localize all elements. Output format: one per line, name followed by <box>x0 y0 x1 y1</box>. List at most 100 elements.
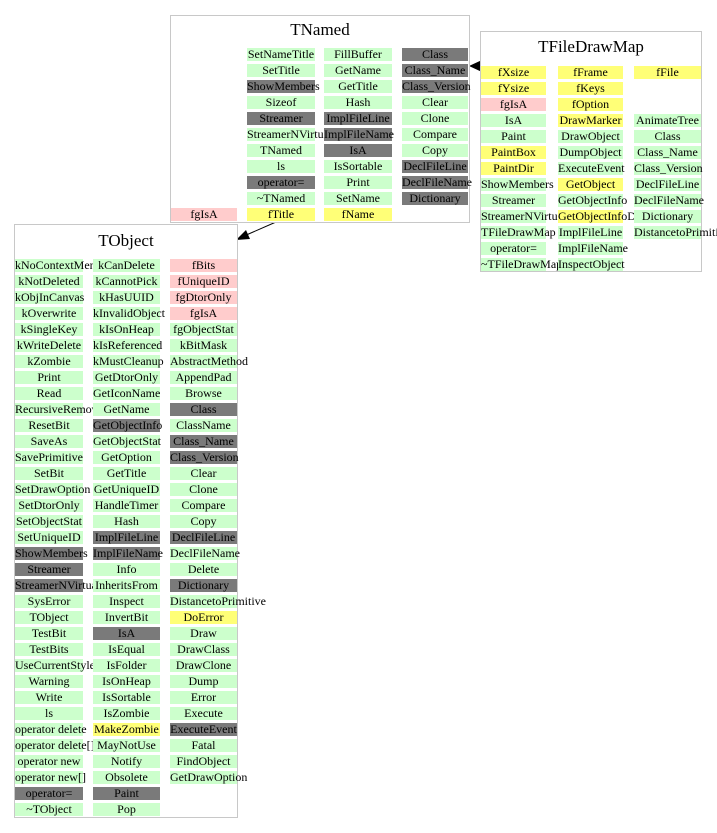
tobject-member-2-19: Delete <box>170 563 237 576</box>
tnamed-member-2-4: Clone <box>402 112 468 125</box>
tnamed-member-2-9: Dictionary <box>402 192 468 205</box>
tfiledrawmap-member-1-2: fOption <box>558 98 623 111</box>
tobject-member-0-6: kZombie <box>15 355 83 368</box>
tfiledrawmap-member-0-10: TFileDrawMap <box>481 225 556 239</box>
tobject-member-0-34: ~TObject <box>15 803 83 816</box>
tobject-member-2-2: fgDtorOnly <box>170 291 237 304</box>
tfiledrawmap-member-0-2: fgIsA <box>481 98 546 111</box>
tobject-member-2-22: DoError <box>170 611 237 624</box>
tobject-member-1-12: GetOption <box>93 451 160 464</box>
tnamed-member-1-10: fName <box>324 208 392 221</box>
tobject-member-2-17: DeclFileLine <box>170 530 237 544</box>
tfiledrawmap-member-1-12: InspectObject <box>558 257 625 271</box>
tfiledrawmap-member-0-12: ~TFileDrawMap <box>481 257 563 271</box>
tobject-member-0-17: SetUniqueID <box>15 531 83 544</box>
tfiledrawmap-member-1-7: GetObject <box>558 178 623 191</box>
tobject-member-2-32: GetDrawOption <box>170 770 248 784</box>
tnamed-member-1-8: Print <box>324 176 392 189</box>
tfiledrawmap-member-1-10: ImplFileLine <box>558 225 623 239</box>
tnamed-member-0-8: operator= <box>247 176 315 189</box>
tobject-member-1-20: InheritsFrom <box>93 579 160 592</box>
tfiledrawmap-member-0-5: PaintBox <box>481 146 546 159</box>
tnamed-member-2-0: Class <box>402 48 468 61</box>
tnamed-member-2-3: Clear <box>402 96 468 109</box>
tobject-member-1-3: kInvalidObject <box>93 306 165 320</box>
class-title: TNamed <box>290 20 350 39</box>
edge-tnamed-to-tobject <box>243 221 277 237</box>
tobject-member-2-15: Compare <box>170 499 237 512</box>
tobject-member-1-23: IsA <box>93 627 160 640</box>
tfiledrawmap-member-1-9: GetObjectInfoDir <box>558 209 644 223</box>
tobject-member-1-5: kIsReferenced <box>93 338 163 352</box>
tnamed-member-1-0: FillBuffer <box>324 48 392 61</box>
tobject-member-1-27: IsSortable <box>93 691 160 704</box>
tnamed-member-0-4: Streamer <box>247 112 315 125</box>
tobject-member-0-4: kSingleKey <box>15 323 83 336</box>
tnamed-fgisa: fgIsA <box>171 208 237 221</box>
tobject-member-1-21: Inspect <box>93 595 160 608</box>
tobject-member-2-9: Class <box>170 403 237 416</box>
tnamed-member-0-2: ShowMembers <box>247 79 320 93</box>
tobject-member-2-28: Execute <box>170 707 237 720</box>
tfiledrawmap-member-1-0: fFrame <box>558 66 623 79</box>
tobject-member-2-29: ExecuteEvent <box>170 722 237 736</box>
tobject-member-1-1: kCannotPick <box>93 275 160 288</box>
tobject-member-2-1: fUniqueID <box>170 275 237 288</box>
tnamed-member-0-0: SetNameTitle <box>247 47 315 61</box>
tnamed-member-0-3: Sizeof <box>247 96 315 109</box>
tobject-member-2-13: Clear <box>170 467 237 480</box>
tobject-member-0-2: kObjInCanvas <box>15 290 85 304</box>
tnamed-member-1-6: IsA <box>324 144 392 157</box>
tfiledrawmap-member-0-1: fYsize <box>481 82 546 95</box>
tobject-member-1-10: GetObjectInfo <box>93 418 163 432</box>
tobject-member-2-10: ClassName <box>170 419 237 432</box>
tobject-member-0-32: operator new[] <box>15 770 86 784</box>
tnamed-member-0-9: ~TNamed <box>247 192 315 205</box>
tobject-member-0-29: operator delete <box>15 722 87 736</box>
tobject-member-1-16: Hash <box>93 515 160 528</box>
tobject-member-0-11: SaveAs <box>15 435 83 448</box>
tfiledrawmap-member-1-4: DrawObject <box>558 130 623 143</box>
tobject-member-0-22: TObject <box>15 611 83 624</box>
tobject-member-2-8: Browse <box>170 387 237 400</box>
tfiledrawmap-member-2-0: fFile <box>634 66 701 79</box>
tobject-member-0-12: SavePrimitive <box>15 450 83 464</box>
tobject-member-0-24: TestBits <box>15 643 83 656</box>
tobject-member-0-31: operator new <box>15 755 83 768</box>
tfiledrawmap-member-0-6: PaintDir <box>481 162 546 175</box>
tnamed-member-0-10: fTitle <box>247 208 315 221</box>
tfiledrawmap-member-0-0: fXsize <box>481 66 546 79</box>
tobject-member-1-13: GetTitle <box>93 467 160 480</box>
tobject-member-1-24: IsEqual <box>93 643 160 656</box>
tnamed-member-1-3: Hash <box>324 96 392 109</box>
tobject-member-2-5: kBitMask <box>170 339 237 352</box>
tobject-member-0-9: RecursiveRemove <box>15 402 103 416</box>
tobject-member-1-34: Pop <box>93 803 160 816</box>
tnamed-member-0-7: ls <box>247 160 315 173</box>
tobject-member-1-18: ImplFileName <box>93 546 163 560</box>
tnamed-member-0-1: SetTitle <box>247 64 315 77</box>
edge-tnamed-arrowhead <box>236 230 250 240</box>
tobject-member-0-8: Read <box>15 387 83 400</box>
tfiledrawmap-member-2-5: Class_Name <box>634 146 701 159</box>
tfiledrawmap-member-1-8: GetObjectInfo <box>558 193 628 207</box>
tobject-member-1-9: GetName <box>93 403 160 416</box>
tnamed-member-0-6: TNamed <box>247 144 315 157</box>
tnamed-member-1-4: ImplFileLine <box>324 112 392 125</box>
tobject-member-1-15: HandleTimer <box>93 498 160 512</box>
tobject-member-0-13: SetBit <box>15 467 83 480</box>
tfiledrawmap-member-2-3: AnimateTree <box>634 114 701 127</box>
tobject-member-2-30: Fatal <box>170 739 237 752</box>
tobject-member-0-27: Write <box>15 691 83 704</box>
tobject-member-2-16: Copy <box>170 515 237 528</box>
tobject-member-2-23: Draw <box>170 627 237 640</box>
tfiledrawmap-member-0-3: IsA <box>481 114 546 127</box>
tobject-member-1-26: IsOnHeap <box>93 675 160 688</box>
tobject-member-1-8: GetIconName <box>93 386 161 400</box>
tobject-member-1-4: kIsOnHeap <box>93 323 160 336</box>
class-title: TObject <box>98 231 154 250</box>
tobject-member-1-14: GetUniqueID <box>93 482 160 496</box>
tobject-member-0-5: kWriteDelete <box>15 338 83 352</box>
tobject-member-1-31: Notify <box>93 755 160 768</box>
